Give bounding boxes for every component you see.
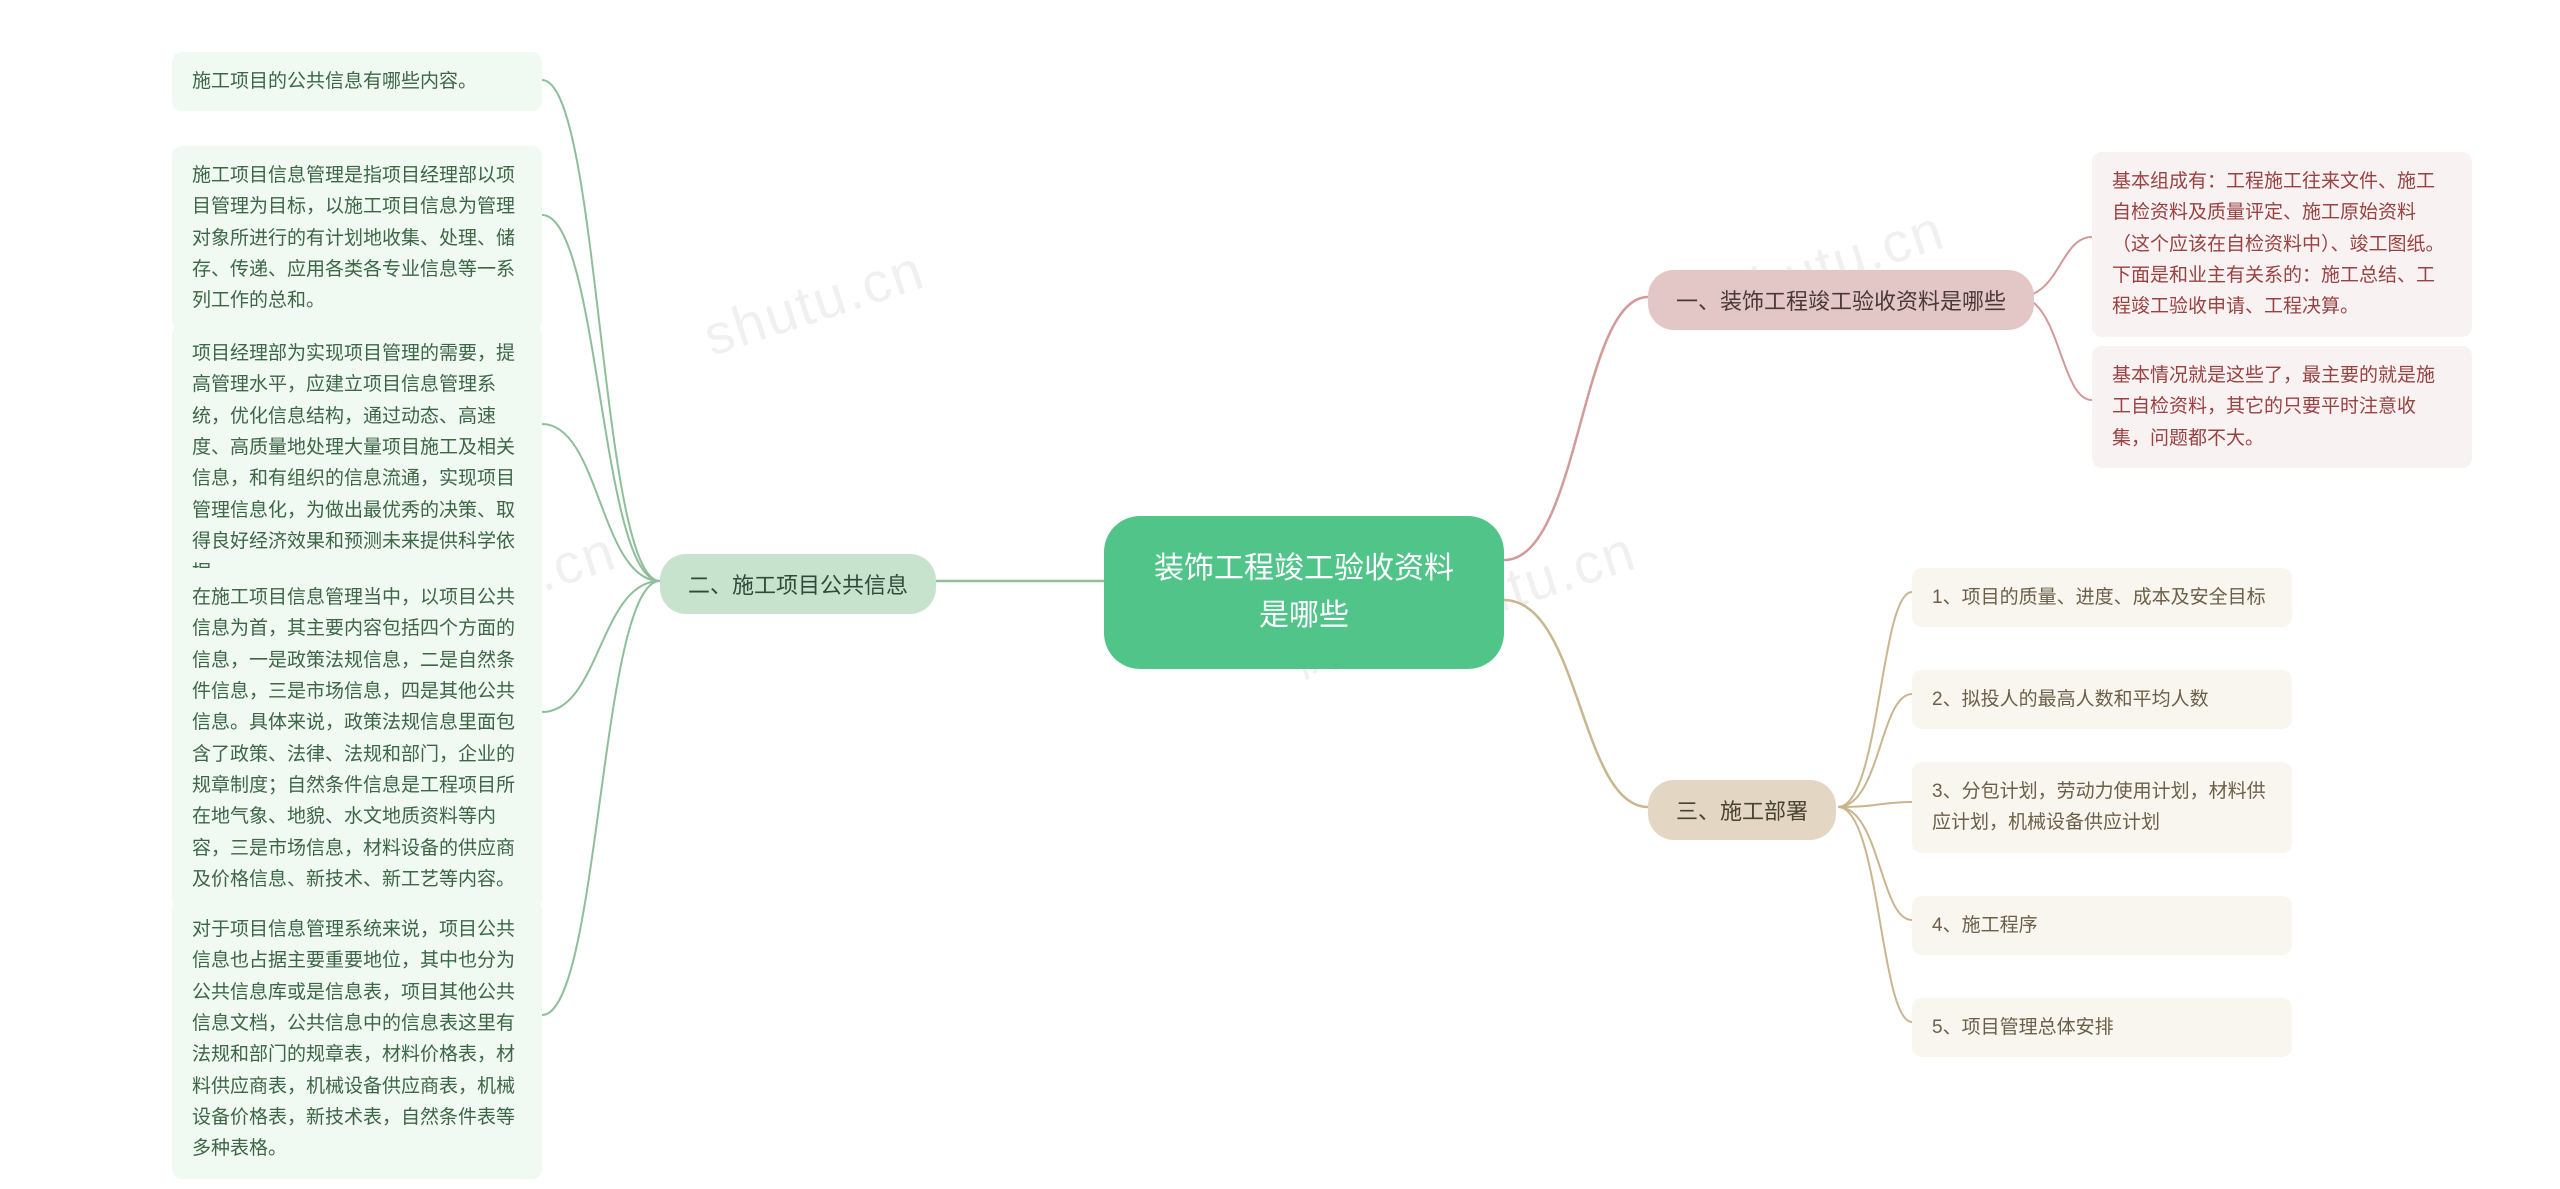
- leaf-node: 施工项目信息管理是指项目经理部以项目管理为目标，以施工项目信息为管理对象所进行的…: [172, 146, 542, 331]
- leaf-node: 2、拟投人的最高人数和平均人数: [1912, 670, 2292, 729]
- mindmap-center: 装饰工程竣工验收资料是哪些: [1104, 516, 1504, 669]
- branch-node-1: 一、装饰工程竣工验收资料是哪些: [1648, 270, 2034, 330]
- center-text: 装饰工程竣工验收资料是哪些: [1154, 552, 1454, 632]
- leaf-node: 在施工项目信息管理当中，以项目公共信息为首，其主要内容包括四个方面的信息，一是政…: [172, 568, 542, 909]
- leaf-node: 3、分包计划，劳动力使用计划，材料供应计划，机械设备供应计划: [1912, 762, 2292, 853]
- branch-node-3: 三、施工部署: [1648, 780, 1836, 840]
- leaf-node: 项目经理部为实现项目管理的需要，提高管理水平，应建立项目信息管理系统，优化信息结…: [172, 324, 542, 603]
- leaf-node: 施工项目的公共信息有哪些内容。: [172, 52, 542, 111]
- leaf-node: 4、施工程序: [1912, 896, 2292, 955]
- leaf-node: 5、项目管理总体安排: [1912, 998, 2292, 1057]
- leaf-node: 基本情况就是这些了，最主要的就是施工自检资料，其它的只要平时注意收集，问题都不大…: [2092, 346, 2472, 468]
- branch1-label: 一、装饰工程竣工验收资料是哪些: [1676, 289, 2006, 314]
- watermark: shutu.cn: [696, 236, 933, 368]
- leaf-node: 1、项目的质量、进度、成本及安全目标: [1912, 568, 2292, 627]
- branch-node-2: 二、施工项目公共信息: [660, 554, 936, 614]
- leaf-node: 基本组成有：工程施工往来文件、施工自检资料及质量评定、施工原始资料（这个应该在自…: [2092, 152, 2472, 337]
- leaf-node: 对于项目信息管理系统来说，项目公共信息也占据主要重要地位，其中也分为公共信息库或…: [172, 900, 542, 1179]
- branch2-label: 二、施工项目公共信息: [688, 573, 908, 598]
- branch3-label: 三、施工部署: [1676, 799, 1808, 824]
